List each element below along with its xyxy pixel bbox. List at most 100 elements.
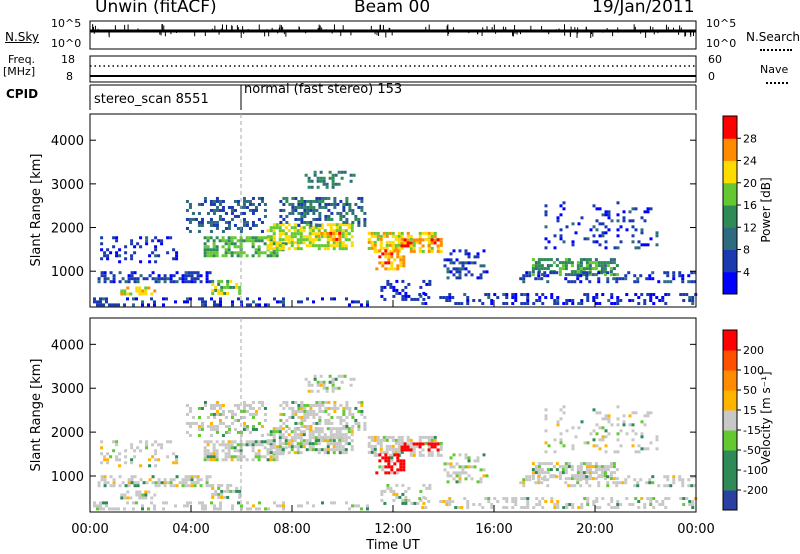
power-cell [394, 246, 398, 250]
power-cell [603, 264, 607, 268]
velocity-cell [409, 441, 413, 445]
power-cell [457, 302, 461, 306]
velocity-cell [216, 507, 219, 511]
power-cell [585, 277, 589, 281]
power-cell [121, 277, 125, 281]
velocity-cell [260, 424, 264, 428]
power-cell [601, 222, 605, 226]
power-cell [266, 254, 270, 258]
velocity-cell [235, 486, 239, 490]
power-cell [588, 280, 592, 284]
power-cell [335, 229, 339, 233]
power-cell [370, 231, 374, 235]
velocity-cell [197, 427, 201, 431]
velocity-cell [421, 506, 425, 510]
velocity-cell [220, 489, 224, 493]
velocity-cell [203, 400, 207, 404]
power-cell [203, 254, 207, 258]
velocity-cell [313, 374, 317, 378]
power-cell [388, 249, 392, 253]
power-cell [577, 222, 581, 226]
velocity-cell [322, 383, 326, 387]
power-cell [154, 245, 158, 249]
power-cell [290, 232, 294, 236]
power-cell [307, 176, 311, 180]
power-cell [540, 264, 544, 268]
velocity-cell [221, 458, 225, 462]
velocity-cell [582, 477, 586, 481]
velocity-cell [324, 400, 328, 404]
velocity-cell [544, 417, 548, 421]
velocity-cell [157, 484, 161, 488]
power-cell [579, 267, 583, 271]
velocity-cell [337, 386, 341, 390]
velocity-cell [401, 501, 405, 505]
velocity-cell [326, 445, 330, 449]
power-cell [185, 226, 189, 230]
power-cell [592, 225, 596, 229]
power-cell [294, 205, 298, 209]
power-cell [206, 236, 210, 240]
power-cell [597, 271, 601, 275]
power-cell [379, 243, 383, 247]
power-cell [320, 231, 324, 235]
velocity-cell [287, 433, 291, 437]
velocity-cell [511, 500, 515, 504]
velocity-cell [100, 478, 104, 482]
velocity-cell [379, 444, 383, 448]
velocity-cell [290, 445, 294, 449]
power-cell [236, 214, 240, 218]
power-cell [452, 267, 456, 271]
power-cell [254, 223, 258, 227]
power-cell [291, 208, 295, 212]
velocity-cell [224, 446, 228, 450]
velocity-cell [287, 451, 291, 455]
velocity-cell [347, 442, 351, 446]
power-cell [564, 258, 568, 262]
velocity-cell [655, 435, 659, 439]
velocity-cell [169, 440, 173, 444]
velocity-cell [439, 500, 443, 504]
power-cell [425, 282, 429, 286]
velocity-cell [194, 421, 198, 425]
velocity-cell [181, 484, 185, 488]
power-cell [363, 211, 367, 215]
power-cell [455, 267, 459, 271]
power-cell [607, 228, 611, 232]
power-cell [300, 205, 304, 209]
power-cell [300, 214, 304, 218]
velocity-cell [541, 497, 545, 501]
velocity-cell [260, 455, 264, 459]
power-cell [300, 196, 304, 200]
power-cell [603, 270, 607, 274]
power-cell [188, 205, 192, 209]
velocity-cell [601, 417, 605, 421]
velocity-cell [667, 497, 671, 501]
power-cell [406, 244, 410, 248]
power-cell [549, 258, 553, 262]
power-cell [315, 199, 319, 203]
velocity-cell [197, 433, 201, 437]
power-cell [318, 196, 322, 200]
power-cell [135, 289, 139, 293]
power-cell [335, 223, 339, 227]
power-cell [640, 228, 644, 232]
velocity-cell [424, 435, 428, 439]
velocity-cell [543, 471, 547, 475]
velocity-cell [136, 446, 140, 450]
velocity-cell [278, 427, 282, 431]
power-cell [293, 232, 297, 236]
velocity-cell [409, 445, 413, 449]
velocity-cell [193, 481, 197, 485]
power-cell [185, 217, 189, 221]
power-cell [340, 176, 344, 180]
velocity-cell [394, 438, 398, 442]
velocity-cell [467, 456, 471, 460]
power-cell [235, 282, 239, 286]
velocity-cell [272, 451, 276, 455]
velocity-cell [290, 448, 294, 452]
velocity-cell [479, 477, 483, 481]
power-cell [386, 282, 390, 286]
velocity-cell [537, 481, 541, 485]
velocity-cell [340, 380, 344, 384]
